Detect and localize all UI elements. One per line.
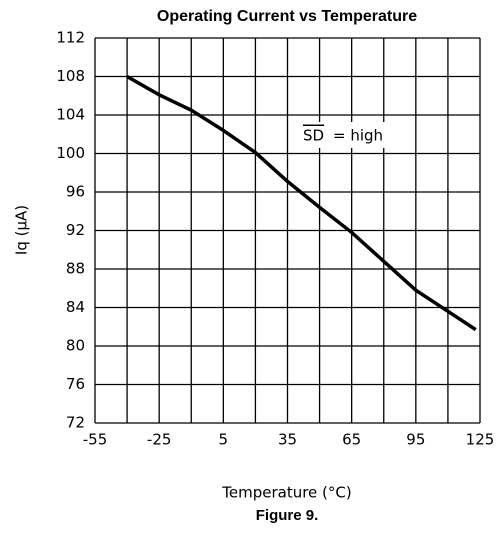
- annotation-bg: [297, 122, 397, 148]
- annotation-text: = high: [333, 127, 383, 145]
- y-tick-label: 92: [66, 221, 85, 239]
- y-tick-label: 104: [56, 106, 85, 124]
- x-tick-label: 65: [342, 431, 361, 449]
- y-axis-label: Iq (µA): [13, 205, 31, 255]
- y-tick-label: 96: [66, 183, 85, 201]
- y-tick-label: 80: [66, 337, 85, 355]
- x-tick-label: -25: [147, 431, 172, 449]
- y-tick-label: 76: [66, 375, 85, 393]
- annotation-overlined: SD: [303, 127, 324, 145]
- x-axis-label: Temperature (°C): [221, 484, 351, 502]
- y-tick-label: 72: [66, 414, 85, 432]
- x-tick-label: 125: [466, 431, 495, 449]
- x-tick-label: 5: [219, 431, 229, 449]
- y-tick-label: 108: [56, 67, 85, 85]
- x-tick-label: 35: [278, 431, 297, 449]
- chart-title: Operating Current vs Temperature: [157, 8, 417, 25]
- x-tick-label: -55: [83, 431, 108, 449]
- y-tick-label: 100: [56, 144, 85, 162]
- data-line: [126, 74, 477, 332]
- y-tick-label: 112: [56, 29, 85, 47]
- y-tick-label: 88: [66, 260, 85, 278]
- caption: Figure 9.: [256, 507, 319, 524]
- x-tick-label: 95: [406, 431, 425, 449]
- y-tick-label: 84: [66, 298, 85, 316]
